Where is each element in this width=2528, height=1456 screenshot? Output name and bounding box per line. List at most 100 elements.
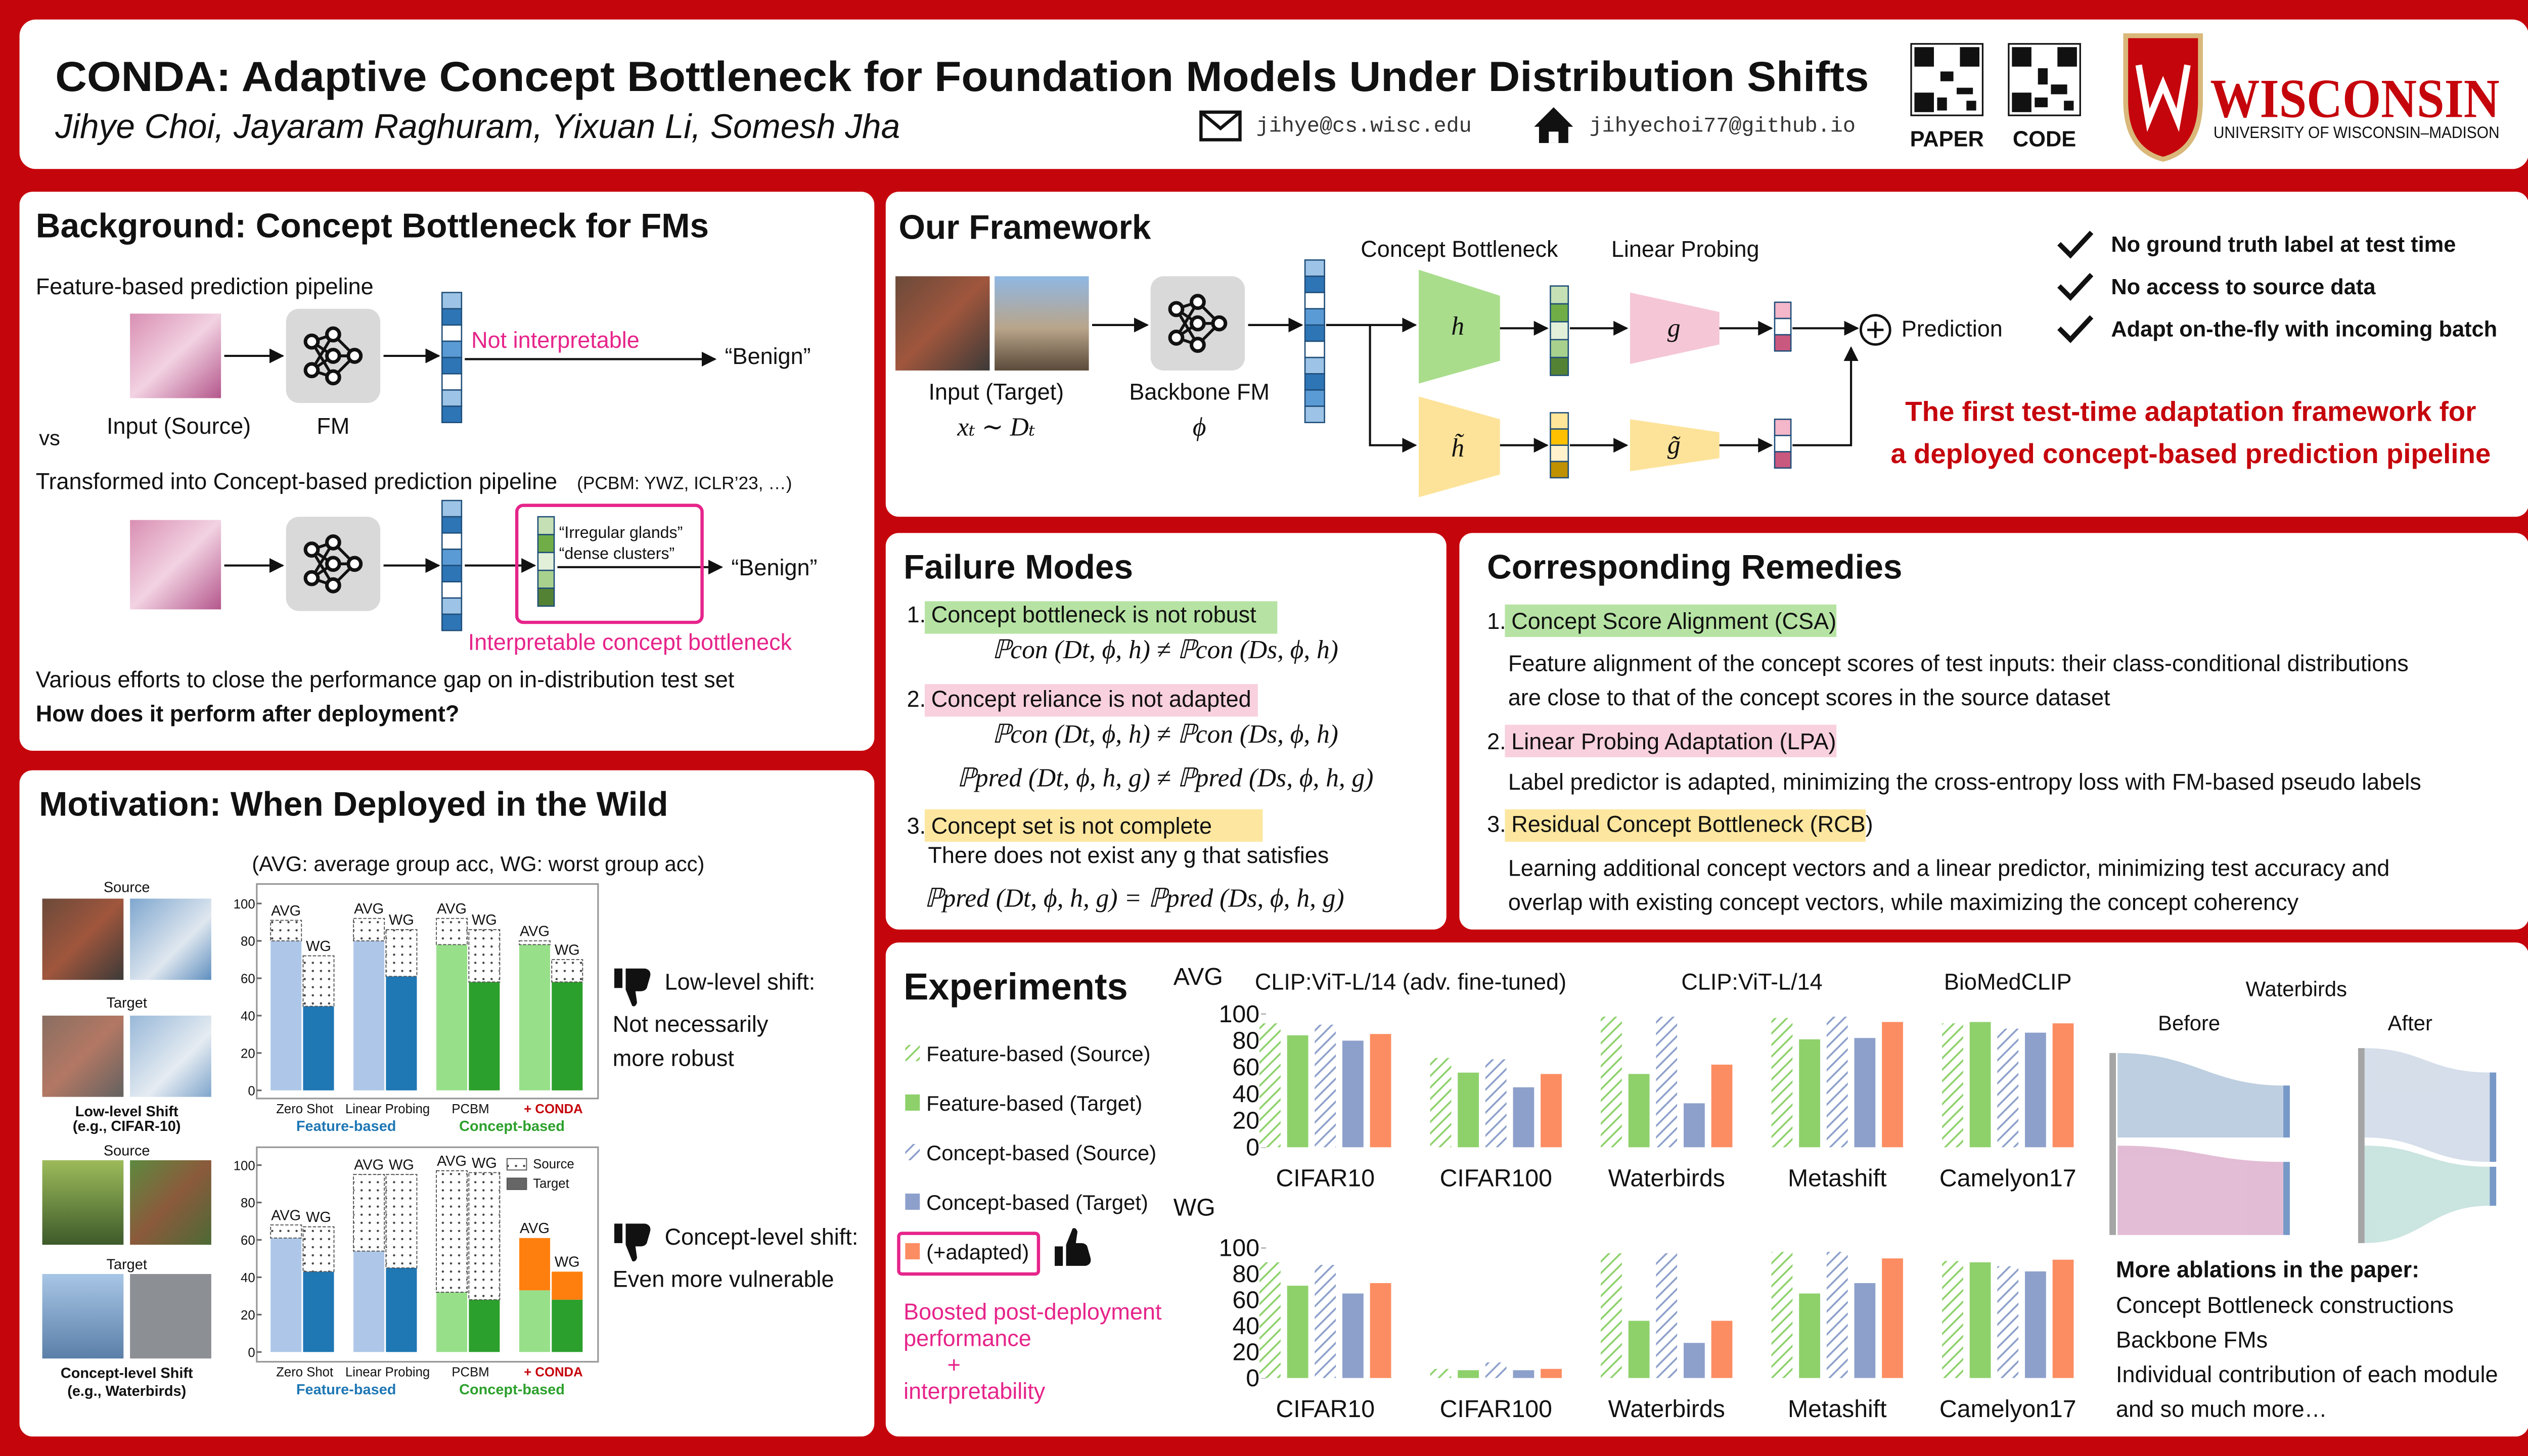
vector-cell bbox=[1304, 259, 1325, 277]
bar-label: WG bbox=[555, 942, 580, 958]
input-label: Input (Target) bbox=[929, 379, 1064, 405]
vector-cell bbox=[1550, 461, 1569, 479]
name: Low-level Shift bbox=[75, 1104, 178, 1120]
x-tick-label: CIFAR100 bbox=[1440, 1395, 1552, 1423]
bar bbox=[1771, 1018, 1793, 1148]
bar bbox=[1826, 1252, 1848, 1378]
x-tick-label: PCBM bbox=[452, 1102, 489, 1116]
x-tick-label: Linear Probing bbox=[345, 1102, 430, 1116]
items: Backbone FMs bbox=[2116, 1327, 2268, 1353]
boosted: performance bbox=[904, 1325, 1031, 1351]
bar bbox=[1882, 1022, 1903, 1148]
email: jihye@cs.wisc.edu bbox=[1256, 114, 1472, 138]
modules: g̃ bbox=[1667, 431, 1681, 460]
bar bbox=[1541, 1369, 1562, 1378]
bar bbox=[1315, 1265, 1336, 1378]
target-bar bbox=[552, 1299, 583, 1352]
vector-cell bbox=[441, 499, 463, 518]
y-tick-label: 40 bbox=[241, 1010, 255, 1024]
prediction-1: “Benign” bbox=[725, 343, 811, 369]
target-bar bbox=[436, 944, 468, 1090]
x-tick-label: Zero Shot bbox=[276, 1366, 333, 1380]
vector-cell bbox=[537, 516, 555, 535]
vector-cell bbox=[1304, 292, 1325, 309]
concept-pipeline: Transformed into Concept-based predictio… bbox=[36, 469, 557, 494]
bar bbox=[1799, 1293, 1820, 1378]
title: Corresponding Remedies bbox=[1487, 548, 1902, 586]
shift-image bbox=[130, 1015, 211, 1097]
backbone-math: ϕ bbox=[1193, 413, 1206, 441]
name: Concept-level Shift bbox=[61, 1366, 193, 1382]
vector-cell bbox=[441, 405, 463, 424]
bar bbox=[1882, 1258, 1903, 1378]
source-bar bbox=[385, 929, 418, 977]
feature-pipeline: Feature-based prediction pipeline bbox=[36, 274, 374, 299]
probe-module bbox=[1630, 292, 1720, 364]
bar-label: AVG bbox=[520, 923, 550, 939]
features: Adapt on-the-fly with incoming batch bbox=[2111, 317, 2497, 341]
title: Our Framework bbox=[899, 209, 1151, 247]
note: Various efforts to close the performance… bbox=[36, 667, 735, 693]
y-tick-label: 20 bbox=[241, 1047, 255, 1061]
y-tick-label: 0 bbox=[1246, 1133, 1259, 1161]
y-tick-label: 40 bbox=[241, 1271, 255, 1285]
title: Background: Concept Bottleneck for FMs bbox=[36, 207, 709, 245]
number: 1. bbox=[907, 602, 926, 627]
thumbs-up bbox=[1055, 1228, 1091, 1266]
target-bar bbox=[436, 1292, 468, 1352]
source-image bbox=[130, 520, 221, 610]
bar bbox=[1656, 1016, 1678, 1148]
source-bar bbox=[436, 1170, 468, 1293]
vector-cell bbox=[441, 308, 463, 326]
y-tick-label: 20 bbox=[1232, 1338, 1259, 1366]
bar bbox=[1315, 1024, 1336, 1148]
number: 3. bbox=[907, 813, 926, 839]
lines: Label predictor is adapted, minimizing t… bbox=[1508, 769, 2421, 795]
y-tick-label: 60 bbox=[1232, 1287, 1259, 1314]
vector-cell bbox=[1774, 451, 1792, 469]
bar bbox=[1969, 1022, 1991, 1148]
vector-cell bbox=[1304, 405, 1325, 424]
input-label: Input (Source) bbox=[107, 413, 251, 439]
x-tick-label: Camelyon17 bbox=[1939, 1164, 2076, 1192]
y-tick-label: 0 bbox=[1246, 1364, 1259, 1392]
claim: a deployed concept-based prediction pipe… bbox=[1890, 438, 2491, 469]
label: Concept reliance is not adapted bbox=[931, 686, 1251, 712]
vector-cell bbox=[1550, 356, 1569, 376]
y-tick-label: 100 bbox=[1219, 1235, 1259, 1262]
detail: Not necessarily bbox=[613, 1011, 769, 1037]
target-bar bbox=[303, 1006, 334, 1090]
bar bbox=[2025, 1271, 2046, 1378]
bar bbox=[1458, 1072, 1479, 1148]
bar-label: WG bbox=[389, 912, 414, 928]
source-bar bbox=[436, 918, 468, 945]
source-bar bbox=[353, 918, 385, 942]
bar bbox=[1458, 1370, 1479, 1378]
source-bar bbox=[468, 1172, 501, 1300]
y-tick-label: 100 bbox=[1219, 1000, 1259, 1028]
y-tick-label: 80 bbox=[1232, 1260, 1259, 1288]
y-tick-label: 60 bbox=[241, 972, 255, 986]
modules: h̃ bbox=[1451, 434, 1464, 463]
x-tick-label: Waterbirds bbox=[1608, 1395, 1725, 1423]
adapted-bar bbox=[552, 1271, 583, 1300]
group-label: Feature-based bbox=[296, 1118, 396, 1134]
check-icons bbox=[2057, 231, 2094, 343]
legend-swatch bbox=[905, 1094, 920, 1111]
lines: are close to that of the concept scores … bbox=[1508, 685, 2110, 710]
vector-cell bbox=[1774, 334, 1792, 352]
bar-label: AVG bbox=[271, 1207, 301, 1223]
highlight bbox=[1505, 604, 1837, 637]
bar bbox=[2052, 1023, 2074, 1148]
highlight bbox=[1505, 809, 1866, 842]
source-bar bbox=[270, 1224, 302, 1239]
title: Experiments bbox=[904, 966, 1128, 1008]
bar bbox=[1370, 1283, 1391, 1378]
bar bbox=[1342, 1040, 1364, 1148]
x-tick-label: PCBM bbox=[452, 1366, 489, 1380]
bar-label: AVG bbox=[354, 1157, 384, 1173]
x-tick-label: CIFAR100 bbox=[1440, 1164, 1552, 1192]
example: (e.g., CIFAR-10) bbox=[73, 1118, 181, 1134]
items: Concept Bottleneck constructions bbox=[2116, 1292, 2454, 1318]
bar bbox=[1601, 1016, 1622, 1148]
